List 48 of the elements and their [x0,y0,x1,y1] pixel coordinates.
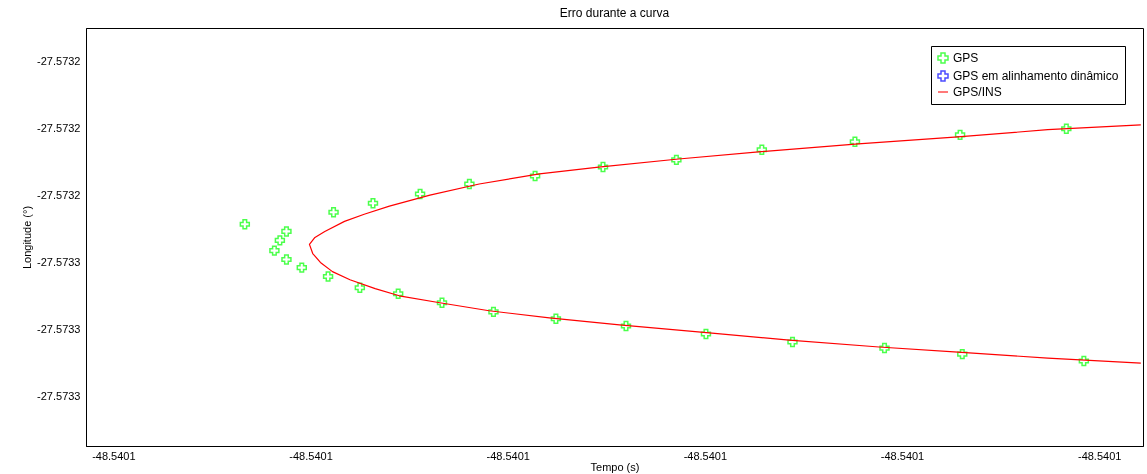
line-series [308,124,1142,364]
point [354,282,366,293]
y-tick-label: -27.5732 [37,122,81,135]
point [367,198,379,209]
y-axis-title: Longitude (°) [21,205,34,270]
point [322,271,334,282]
point [597,161,609,173]
point [239,219,251,230]
y-tick-label: -27.5732 [37,55,81,68]
point [392,288,404,299]
y-tick-label: -27.5733 [37,256,81,269]
legend-label: GPS/INS [953,85,1002,99]
x-tick-label: -48.5401 [1077,449,1122,462]
point [957,348,968,360]
point [464,178,475,190]
x-tick-label: -48.5401 [683,449,728,462]
point [954,129,966,141]
point [756,144,768,156]
point [550,313,562,325]
point [787,336,798,348]
point [296,262,307,273]
point [269,245,280,256]
point [879,342,890,354]
point [620,320,632,332]
point [436,297,448,308]
y-tick-label: -27.5733 [37,323,81,336]
point [281,254,292,265]
point [414,188,426,200]
legend-label: GPS [953,51,979,65]
x-tick-label: -48.5401 [92,449,136,462]
y-tick-label: -27.5733 [37,390,81,403]
point [281,226,292,237]
legend-label: GPS em alinhamento dinâmico [953,69,1119,83]
x-tick-label: -48.5401 [289,449,333,462]
point [671,154,682,166]
point [529,170,541,182]
point [328,206,339,218]
chart-title: Erro durante a curva [559,6,670,20]
point [700,328,712,340]
x-axis-title: Tempo (s) [590,460,640,473]
point [1061,123,1072,135]
point [1078,355,1090,367]
x-tick-label: -48.5401 [880,449,925,462]
point [274,235,286,246]
y-tick-label: -27.5732 [37,189,81,202]
point [488,306,499,318]
x-tick-label: -48.5401 [486,449,530,462]
point [849,136,861,147]
